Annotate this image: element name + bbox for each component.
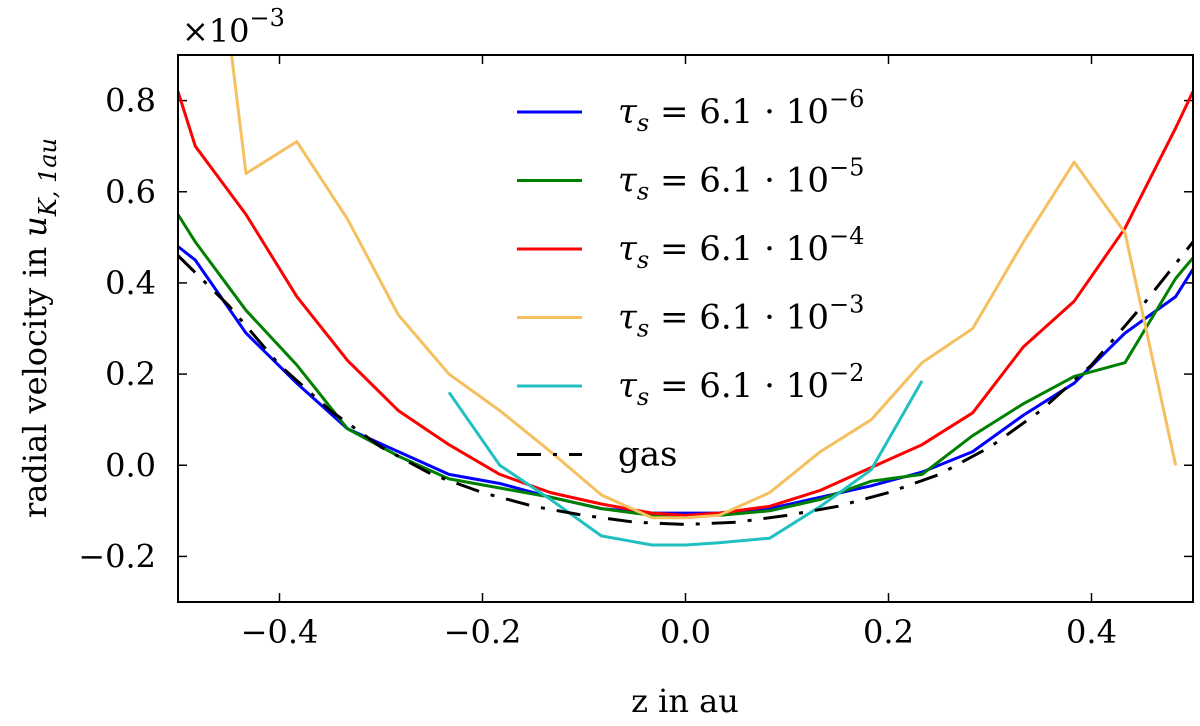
x-tick-label: 0.0	[660, 613, 711, 651]
legend-label: τs = 6.1 · 10−2	[618, 359, 864, 411]
series-line	[178, 245, 1193, 515]
y-axis-label-subscript: K, 1au	[34, 138, 62, 217]
series-layer	[178, 55, 1193, 547]
series-line	[230, 55, 1178, 520]
y-tick-label: 0.0	[105, 446, 156, 484]
y-multiplier-exponent: −3	[250, 4, 285, 32]
x-tick-label: 0.4	[1066, 613, 1117, 651]
legend-sub: s	[637, 383, 649, 411]
legend-tau: τ	[618, 161, 638, 201]
legend-tau: τ	[618, 298, 638, 338]
legend-sub: s	[637, 178, 649, 206]
y-multiplier: ×10−3	[182, 4, 285, 50]
plot-background	[178, 55, 1193, 602]
legend-exp: −3	[829, 291, 864, 319]
series-line	[447, 380, 924, 547]
legend-label: τs = 6.1 · 10−5	[618, 154, 864, 206]
y-axis-label: radial velocity in uK, 1au	[16, 138, 62, 518]
y-tick-labels: −0.2 0.0 0.2 0.4 0.6 0.8	[78, 82, 156, 576]
x-tick-labels: −0.4 −0.2 0.0 0.2 0.4	[241, 613, 1117, 651]
legend-label: τs = 6.1 · 10−4	[618, 222, 864, 274]
legend-sub: s	[637, 109, 649, 137]
series-line	[178, 240, 1193, 526]
legend-tau: τ	[618, 366, 638, 406]
legend-label: gas	[618, 435, 677, 475]
y-tick-label: −0.2	[78, 537, 156, 575]
legend-eq: = 6.1 · 10	[649, 229, 829, 269]
legend-sub: s	[637, 315, 649, 343]
x-tick-label: −0.4	[241, 613, 319, 651]
x-tick-label: 0.2	[863, 613, 914, 651]
y-tick-label: 0.8	[105, 82, 156, 120]
legend-tau: τ	[618, 92, 638, 132]
legend-exp: −4	[829, 222, 864, 250]
legend-eq: = 6.1 · 10	[649, 92, 829, 132]
y-tick-label: 0.4	[105, 264, 156, 302]
legend-exp: −6	[829, 85, 864, 113]
y-tick-label: 0.2	[105, 355, 156, 393]
series-line	[178, 90, 1193, 517]
legend-exp: −2	[829, 359, 864, 387]
legend-exp: −5	[829, 154, 864, 182]
legend-eq: = 6.1 · 10	[649, 366, 829, 406]
legend-eq: = 6.1 · 10	[649, 161, 829, 201]
legend-eq: = 6.1 · 10	[649, 298, 829, 338]
x-tick-label: −0.2	[444, 613, 522, 651]
legend-sub: s	[637, 246, 649, 274]
y-axis-label-symbol: u	[16, 216, 54, 237]
y-tick-label: 0.6	[105, 173, 156, 211]
plot-frame	[177, 54, 1194, 603]
y-axis-label-text: radial velocity in	[16, 247, 54, 518]
x-axis-label: z in au	[631, 682, 739, 720]
legend-label: τs = 6.1 · 10−3	[618, 291, 864, 343]
legend: τs = 6.1 · 10−6τs = 6.1 · 10−5τs = 6.1 ·…	[517, 85, 864, 475]
y-multiplier-base: ×10	[182, 12, 250, 50]
legend-label: τs = 6.1 · 10−6	[618, 85, 864, 137]
legend-tau: τ	[618, 229, 638, 269]
